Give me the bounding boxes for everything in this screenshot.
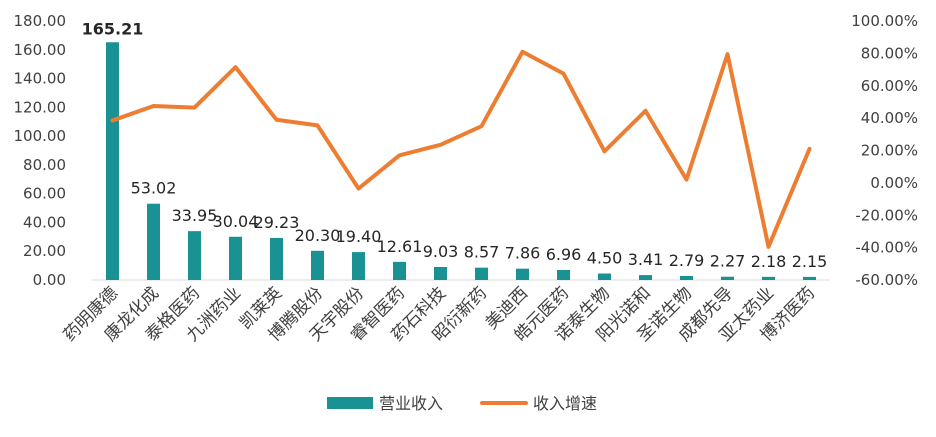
right-axis-tick-label: 100.00% [851, 12, 918, 30]
legend-label-revenue: 营业收入 [379, 394, 443, 413]
right-axis-tick-label: 0.00% [870, 174, 918, 192]
bar-data-label: 19.40 [336, 227, 382, 246]
right-axis-tick-label: -60.00% [855, 271, 918, 289]
bar [229, 236, 242, 280]
category-labels: 药明康德康龙化成泰格医药九洲药业凯莱英博腾股份天宇股份睿智医药药石科技昭衍新药美… [60, 283, 819, 345]
left-axis-tick-label: 120.00 [14, 98, 67, 116]
bar [803, 276, 816, 280]
legend-swatch-revenue [327, 397, 373, 409]
bar-data-label: 165.21 [82, 19, 144, 38]
bar [188, 231, 201, 280]
left-axis-tick-label: 100.00 [14, 127, 67, 145]
bar-data-label: 3.41 [628, 250, 664, 269]
growth-line [110, 49, 812, 249]
bar [352, 252, 365, 280]
bar [106, 42, 119, 281]
bar [475, 267, 488, 280]
right-axis-tick-label: 60.00% [861, 77, 918, 95]
left-axis-tick-label: 40.00 [23, 213, 66, 231]
bar-data-label: 8.57 [464, 243, 500, 262]
bar [434, 267, 447, 280]
left-axis-tick-label: 20.00 [23, 242, 66, 260]
left-axis-tick-label: 60.00 [23, 185, 66, 203]
legend: 营业收入 收入增速 [327, 394, 597, 413]
bar-data-label: 12.61 [377, 237, 423, 256]
bar-data-label: 7.86 [505, 244, 541, 263]
right-axis-ticks: -60.00% -40.00% -20.00% 0.00% 20.00% 40.00% 60… [851, 12, 918, 289]
bar-data-label: 9.03 [423, 242, 459, 261]
bar [721, 276, 734, 280]
bar [639, 275, 652, 280]
left-axis-tick-label: 140.00 [14, 70, 67, 88]
bar [598, 273, 611, 280]
bar [147, 203, 160, 280]
left-axis-tick-label: 180.00 [14, 12, 67, 30]
right-axis-tick-label: -40.00% [855, 239, 918, 257]
right-axis-tick-label: 20.00% [861, 142, 918, 160]
left-axis-tick-label: 160.00 [14, 41, 67, 59]
bar-data-label: 2.15 [792, 252, 828, 271]
bar-data-label: 4.50 [587, 249, 623, 268]
right-axis-tick-label: -20.00% [855, 206, 918, 224]
bar [270, 237, 283, 280]
bar-data-label: 20.30 [295, 226, 341, 245]
bar-data-label: 29.23 [254, 213, 300, 232]
bar-data-label: 2.79 [669, 251, 705, 270]
bar [516, 268, 529, 280]
bar-data-label: 6.96 [546, 245, 582, 264]
bar-data-label: 33.95 [172, 206, 218, 225]
bar [311, 250, 324, 280]
bar [393, 261, 406, 280]
legend-label-growth: 收入增速 [533, 394, 597, 413]
bar [680, 275, 693, 280]
right-axis-tick-label: 80.00% [861, 44, 918, 62]
bar [762, 276, 775, 280]
right-axis-tick-label: 40.00% [861, 109, 918, 127]
bar-data-label: 2.18 [751, 252, 787, 271]
left-axis-ticks: 0.00 20.00 40.00 60.00 80.00 100.00 120.00 140.… [14, 12, 67, 289]
line-series [110, 49, 812, 249]
left-axis-tick-label: 0.00 [33, 271, 66, 289]
left-axis-tick-label: 80.00 [23, 156, 66, 174]
bar-data-labels: 165.21 53.02 33.9530.0429.2320.3019.4012.6… [82, 19, 828, 271]
bar-data-label: 2.27 [710, 252, 746, 271]
bar-data-label: 53.02 [131, 179, 177, 198]
bar-data-label: 30.04 [213, 212, 259, 231]
bar-series [106, 42, 816, 281]
bar [557, 269, 570, 280]
